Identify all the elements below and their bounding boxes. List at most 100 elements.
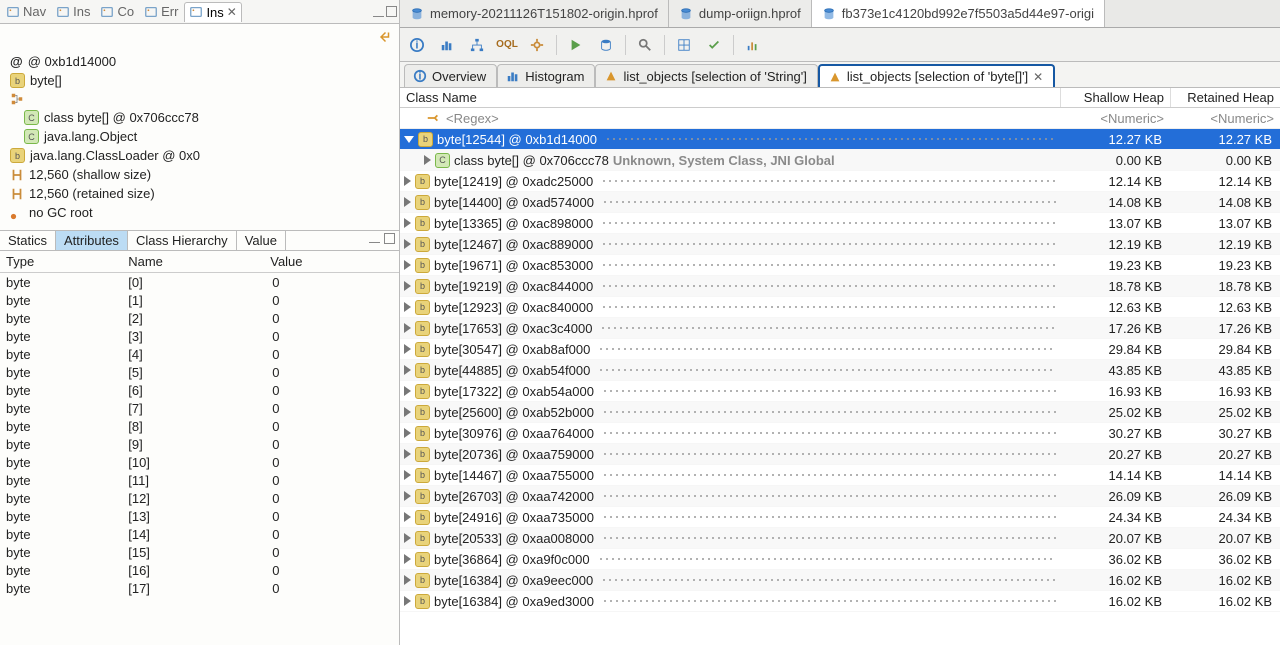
view-tab-nav[interactable]: Nav <box>2 2 50 21</box>
attr-tab-statics[interactable]: Statics <box>0 231 56 250</box>
object-row[interactable]: bbyte[30547] @ 0xab8af00029.84 KB29.84 K… <box>400 339 1280 360</box>
object-row[interactable]: bbyte[26703] @ 0xaa74200026.09 KB26.09 K… <box>400 486 1280 507</box>
restore-icon[interactable] <box>384 233 395 244</box>
filter-row[interactable]: <Regex> <Numeric> <Numeric> <box>400 108 1280 129</box>
object-row[interactable]: bbyte[24916] @ 0xaa73500024.34 KB24.34 K… <box>400 507 1280 528</box>
attr-tab-value[interactable]: Value <box>237 231 286 250</box>
attr-row[interactable]: byte[4]0 <box>0 345 399 363</box>
content-tab[interactable]: iOverview <box>404 64 497 87</box>
column-retained-heap[interactable]: Retained Heap <box>1170 88 1280 107</box>
object-row[interactable]: bbyte[12419] @ 0xadc2500012.14 KB12.14 K… <box>400 171 1280 192</box>
expand-icon[interactable] <box>404 386 411 396</box>
content-tab[interactable]: list_objects [selection of 'byte[]']✕ <box>818 64 1055 87</box>
attr-row[interactable]: byte[17]0 <box>0 579 399 597</box>
object-row[interactable]: bbyte[36864] @ 0xa9f0c00036.02 KB36.02 K… <box>400 549 1280 570</box>
attr-row[interactable]: byte[7]0 <box>0 399 399 417</box>
expand-icon[interactable] <box>404 596 411 606</box>
attr-row[interactable]: byte[0]0 <box>0 273 399 292</box>
attr-tab-attributes[interactable]: Attributes <box>56 231 128 250</box>
object-row[interactable]: bbyte[13365] @ 0xac89800013.07 KB13.07 K… <box>400 213 1280 234</box>
object-row[interactable]: bbyte[16384] @ 0xa9ed300016.02 KB16.02 K… <box>400 591 1280 612</box>
object-row[interactable]: bbyte[16384] @ 0xa9eec00016.02 KB16.02 K… <box>400 570 1280 591</box>
content-tab[interactable]: Histogram <box>497 64 595 87</box>
attr-row[interactable]: byte[13]0 <box>0 507 399 525</box>
attr-row[interactable]: byte[9]0 <box>0 435 399 453</box>
view-tab-ins[interactable]: Ins <box>52 2 94 21</box>
attr-row[interactable]: byte[2]0 <box>0 309 399 327</box>
expand-icon[interactable] <box>404 323 411 333</box>
object-row[interactable]: bbyte[17653] @ 0xac3c400017.26 KB17.26 K… <box>400 318 1280 339</box>
minimize-icon[interactable] <box>369 239 380 243</box>
attr-row[interactable]: byte[15]0 <box>0 543 399 561</box>
expand-icon[interactable] <box>424 155 431 165</box>
expand-icon[interactable] <box>404 512 411 522</box>
view-tab-err[interactable]: Err <box>140 2 182 21</box>
expand-icon[interactable] <box>404 197 411 207</box>
check-button[interactable] <box>703 34 725 56</box>
column-class-name[interactable]: Class Name <box>400 88 1060 107</box>
attr-row[interactable]: byte[6]0 <box>0 381 399 399</box>
object-row[interactable]: bbyte[30976] @ 0xaa76400030.27 KB30.27 K… <box>400 423 1280 444</box>
run-button[interactable] <box>565 34 587 56</box>
view-tab-co[interactable]: Co <box>96 2 138 21</box>
tree-button[interactable] <box>466 34 488 56</box>
object-row[interactable]: bbyte[12923] @ 0xac84000012.63 KB12.63 K… <box>400 297 1280 318</box>
editor-tab[interactable]: fb373e1c4120bd992e7f5503a5d44e97-origi <box>812 0 1105 27</box>
oql-button[interactable]: OQL <box>496 34 518 56</box>
object-row[interactable]: bbyte[14400] @ 0xad57400014.08 KB14.08 K… <box>400 192 1280 213</box>
object-row[interactable]: bbyte[12467] @ 0xac88900012.19 KB12.19 K… <box>400 234 1280 255</box>
object-row[interactable]: bbyte[19219] @ 0xac84400018.78 KB18.78 K… <box>400 276 1280 297</box>
attr-row[interactable]: byte[14]0 <box>0 525 399 543</box>
attr-row[interactable]: byte[11]0 <box>0 471 399 489</box>
grid-button[interactable] <box>673 34 695 56</box>
gear-button[interactable] <box>526 34 548 56</box>
expand-icon[interactable] <box>404 302 411 312</box>
column-shallow-heap[interactable]: Shallow Heap <box>1060 88 1170 107</box>
view-tab-ins[interactable]: Ins✕ <box>184 2 241 22</box>
object-list[interactable]: bbyte[12544] @ 0xb1d1400012.27 KB12.27 K… <box>400 129 1280 645</box>
expand-icon[interactable] <box>404 428 411 438</box>
attr-row[interactable]: byte[16]0 <box>0 561 399 579</box>
expand-icon[interactable] <box>404 176 411 186</box>
attr-col-name[interactable]: Name <box>122 251 264 273</box>
object-row[interactable]: bbyte[20736] @ 0xaa75900020.27 KB20.27 K… <box>400 444 1280 465</box>
expand-icon[interactable] <box>404 218 411 228</box>
expand-icon[interactable] <box>404 470 411 480</box>
content-tab[interactable]: list_objects [selection of 'String'] <box>595 64 817 87</box>
expand-icon[interactable] <box>404 281 411 291</box>
back-arrow-icon[interactable] <box>375 28 393 46</box>
info-button[interactable]: i <box>406 34 428 56</box>
maximize-icon[interactable] <box>386 6 397 17</box>
object-row[interactable]: bbyte[44885] @ 0xab54f00043.85 KB43.85 K… <box>400 360 1280 381</box>
close-icon[interactable]: ✕ <box>227 5 237 19</box>
expand-icon[interactable] <box>404 449 411 459</box>
expand-icon[interactable] <box>404 554 411 564</box>
expand-icon[interactable] <box>404 365 411 375</box>
object-row[interactable]: bbyte[19671] @ 0xac85300019.23 KB19.23 K… <box>400 255 1280 276</box>
expand-icon[interactable] <box>404 575 411 585</box>
expand-icon[interactable] <box>404 491 411 501</box>
close-icon[interactable]: ✕ <box>1033 70 1043 84</box>
editor-tab[interactable]: dump-oriign.hprof <box>669 0 812 27</box>
object-row[interactable]: bbyte[25600] @ 0xab52b00025.02 KB25.02 K… <box>400 402 1280 423</box>
minimize-icon[interactable] <box>373 13 384 17</box>
object-row[interactable]: bbyte[14467] @ 0xaa75500014.14 KB14.14 K… <box>400 465 1280 486</box>
chart-button[interactable] <box>742 34 764 56</box>
expand-icon[interactable] <box>404 260 411 270</box>
attr-row[interactable]: byte[8]0 <box>0 417 399 435</box>
expand-icon[interactable] <box>404 344 411 354</box>
db-button[interactable] <box>595 34 617 56</box>
collapse-icon[interactable] <box>404 136 414 143</box>
histogram-button[interactable] <box>436 34 458 56</box>
editor-tab[interactable]: memory-20211126T151802-origin.hprof <box>400 0 669 27</box>
object-row[interactable]: C class byte[] @ 0x706ccc78 Unknown, Sys… <box>400 150 1280 171</box>
object-row[interactable]: bbyte[17322] @ 0xab54a00016.93 KB16.93 K… <box>400 381 1280 402</box>
attr-tab-class-hierarchy[interactable]: Class Hierarchy <box>128 231 237 250</box>
attr-row[interactable]: byte[12]0 <box>0 489 399 507</box>
object-row[interactable]: bbyte[20533] @ 0xaa00800020.07 KB20.07 K… <box>400 528 1280 549</box>
attr-col-value[interactable]: Value <box>264 251 399 273</box>
expand-icon[interactable] <box>404 239 411 249</box>
search-button[interactable] <box>634 34 656 56</box>
attr-col-type[interactable]: Type <box>0 251 122 273</box>
expand-icon[interactable] <box>404 407 411 417</box>
